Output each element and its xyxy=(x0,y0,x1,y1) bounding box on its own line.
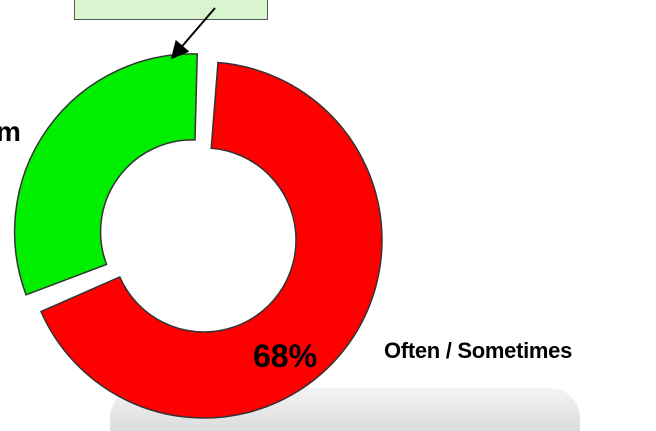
category-label-often-sometimes: Often / Sometimes xyxy=(384,338,573,363)
donut-slice-often-sometimes xyxy=(40,61,383,419)
callout-box xyxy=(74,0,268,20)
cut-off-label: m xyxy=(0,116,21,147)
callout-arrow xyxy=(170,7,216,60)
donut-slice-other xyxy=(13,53,199,296)
data-label-often-sometimes: 68% xyxy=(253,338,318,374)
